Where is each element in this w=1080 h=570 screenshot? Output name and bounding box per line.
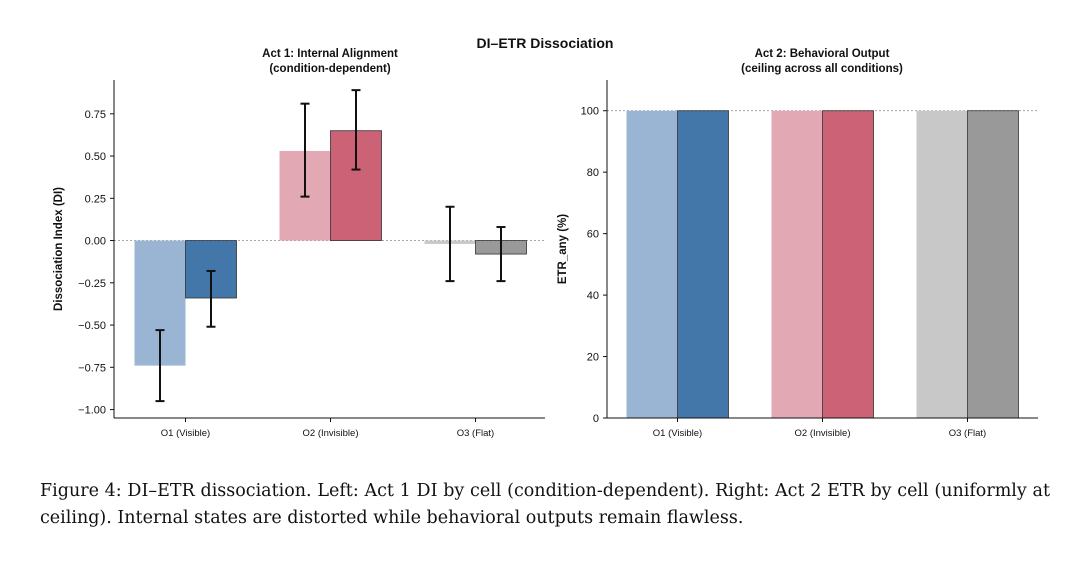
bar-1-0 xyxy=(771,110,823,419)
y-tick-label: −0.75 xyxy=(78,362,106,374)
left-chart: Act 1: Internal Alignment (condition-depe… xyxy=(53,48,545,439)
figure-caption: Figure 4: DI–ETR dissociation. Left: Act… xyxy=(40,481,1050,528)
x-tick-label: O3 (Flat) xyxy=(949,428,986,439)
suptitle: DI–ETR Dissociation xyxy=(477,35,614,51)
bar-0-0 xyxy=(626,110,678,419)
y-tick-label: 100 xyxy=(581,106,599,118)
y-tick-label: 60 xyxy=(587,229,599,241)
y-tick-label: 20 xyxy=(587,352,599,364)
y-tick-label: −1.00 xyxy=(78,405,106,417)
figure: DI–ETR Dissociation Act 1: Internal Alig… xyxy=(53,35,1038,439)
bar-1-1 xyxy=(822,110,874,419)
x-tick-label: O2 (Invisible) xyxy=(303,428,359,439)
chart-subtitle: (condition-dependent) xyxy=(269,63,391,75)
y-tick-label: 80 xyxy=(587,167,599,179)
chart-subtitle: (ceiling across all conditions) xyxy=(741,63,903,75)
bar-2-0 xyxy=(916,110,968,419)
x-tick-label: O1 (Visible) xyxy=(653,428,702,439)
y-tick-label: 0.75 xyxy=(85,109,106,121)
bar-2-1 xyxy=(967,110,1019,419)
y-tick-label: 0.25 xyxy=(85,193,106,205)
bar-0-1 xyxy=(677,110,729,419)
right-chart: Act 2: Behavioral Output (ceiling across … xyxy=(557,48,1038,439)
y-tick-label: 0.00 xyxy=(85,236,106,248)
chart-title: Act 2: Behavioral Output xyxy=(755,48,890,60)
x-tick-label: O1 (Visible) xyxy=(161,428,210,439)
x-tick-label: O2 (Invisible) xyxy=(795,428,851,439)
y-tick-label: −0.50 xyxy=(78,320,106,332)
chart-title: Act 1: Internal Alignment xyxy=(262,48,398,60)
y-tick-label: 0.50 xyxy=(85,151,106,163)
y-tick-label: 40 xyxy=(587,290,599,302)
y-tick-label: −0.25 xyxy=(78,278,106,290)
y-axis-label: Dissociation Index (DI) xyxy=(53,187,65,311)
y-axis-label: ETR_any (%) xyxy=(557,214,569,284)
y-tick-label: 0 xyxy=(593,413,599,425)
x-tick-label: O3 (Flat) xyxy=(457,428,494,439)
